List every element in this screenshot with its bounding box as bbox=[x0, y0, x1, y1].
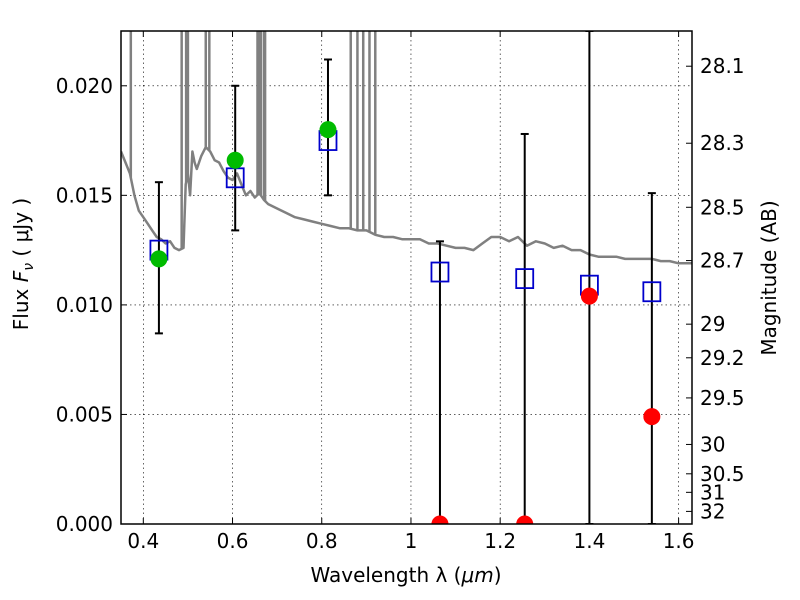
y2-tick-label: 29.5 bbox=[700, 386, 745, 410]
y2-tick-label: 28.3 bbox=[700, 131, 745, 155]
x-tick-label: 1.6 bbox=[663, 529, 695, 553]
y2-tick-label: 28.7 bbox=[700, 249, 745, 273]
y2-tick-label: 30 bbox=[700, 432, 725, 456]
y2-tick-label: 31 bbox=[700, 480, 725, 504]
upper-limit-point bbox=[516, 515, 534, 524]
model-spectrum-line bbox=[121, 145, 692, 265]
x-tick-label: 0.6 bbox=[217, 529, 249, 553]
y2-tick-label: 29.2 bbox=[700, 346, 745, 370]
y2-tick-label: 29 bbox=[700, 312, 725, 336]
model-photometry-point bbox=[642, 281, 662, 303]
upper-limit-point bbox=[431, 515, 449, 524]
plot-area bbox=[121, 31, 692, 265]
plot-frame bbox=[120, 30, 693, 525]
y-tick-label: 0.010 bbox=[56, 293, 113, 317]
model-photometry-point bbox=[430, 261, 450, 283]
y2-tick-label: 28.5 bbox=[700, 195, 745, 219]
y2-tick-label: 30.5 bbox=[700, 462, 745, 486]
detection-point bbox=[150, 250, 168, 268]
model-photometry-point bbox=[515, 268, 535, 289]
x-tick-label: 0.8 bbox=[306, 529, 338, 553]
y-axis-label: Flux Fν ( μJy ) bbox=[9, 198, 37, 330]
detection-point bbox=[319, 121, 337, 139]
y-tick-label: 0.005 bbox=[56, 402, 113, 426]
upper-limit-point bbox=[643, 408, 661, 426]
y-tick-label: 0.015 bbox=[56, 183, 113, 207]
markers bbox=[149, 31, 662, 524]
y2-tick-label: 28.1 bbox=[700, 54, 745, 78]
x-axis-label: Wavelength λ (μm) bbox=[310, 563, 501, 587]
y-tick-label: 0.020 bbox=[56, 74, 113, 98]
upper-limit-point bbox=[580, 287, 598, 305]
y2-axis-label: Magnitude (AB) bbox=[757, 200, 781, 355]
y2-tick-label: 32 bbox=[700, 499, 725, 523]
x-tick-label: 0.4 bbox=[127, 529, 159, 553]
y-tick-label: 0.000 bbox=[56, 512, 113, 536]
grid bbox=[121, 31, 692, 525]
x-tick-label: 1 bbox=[405, 529, 418, 553]
x-tick-label: 1.2 bbox=[484, 529, 516, 553]
x-tick-label: 1.4 bbox=[573, 529, 605, 553]
axes: 0.4 0.6 0.8 1 1.2 1.4 1.6 0.000 0.005 0.010 0.015 0… bbox=[56, 31, 745, 553]
detection-point bbox=[226, 151, 244, 169]
